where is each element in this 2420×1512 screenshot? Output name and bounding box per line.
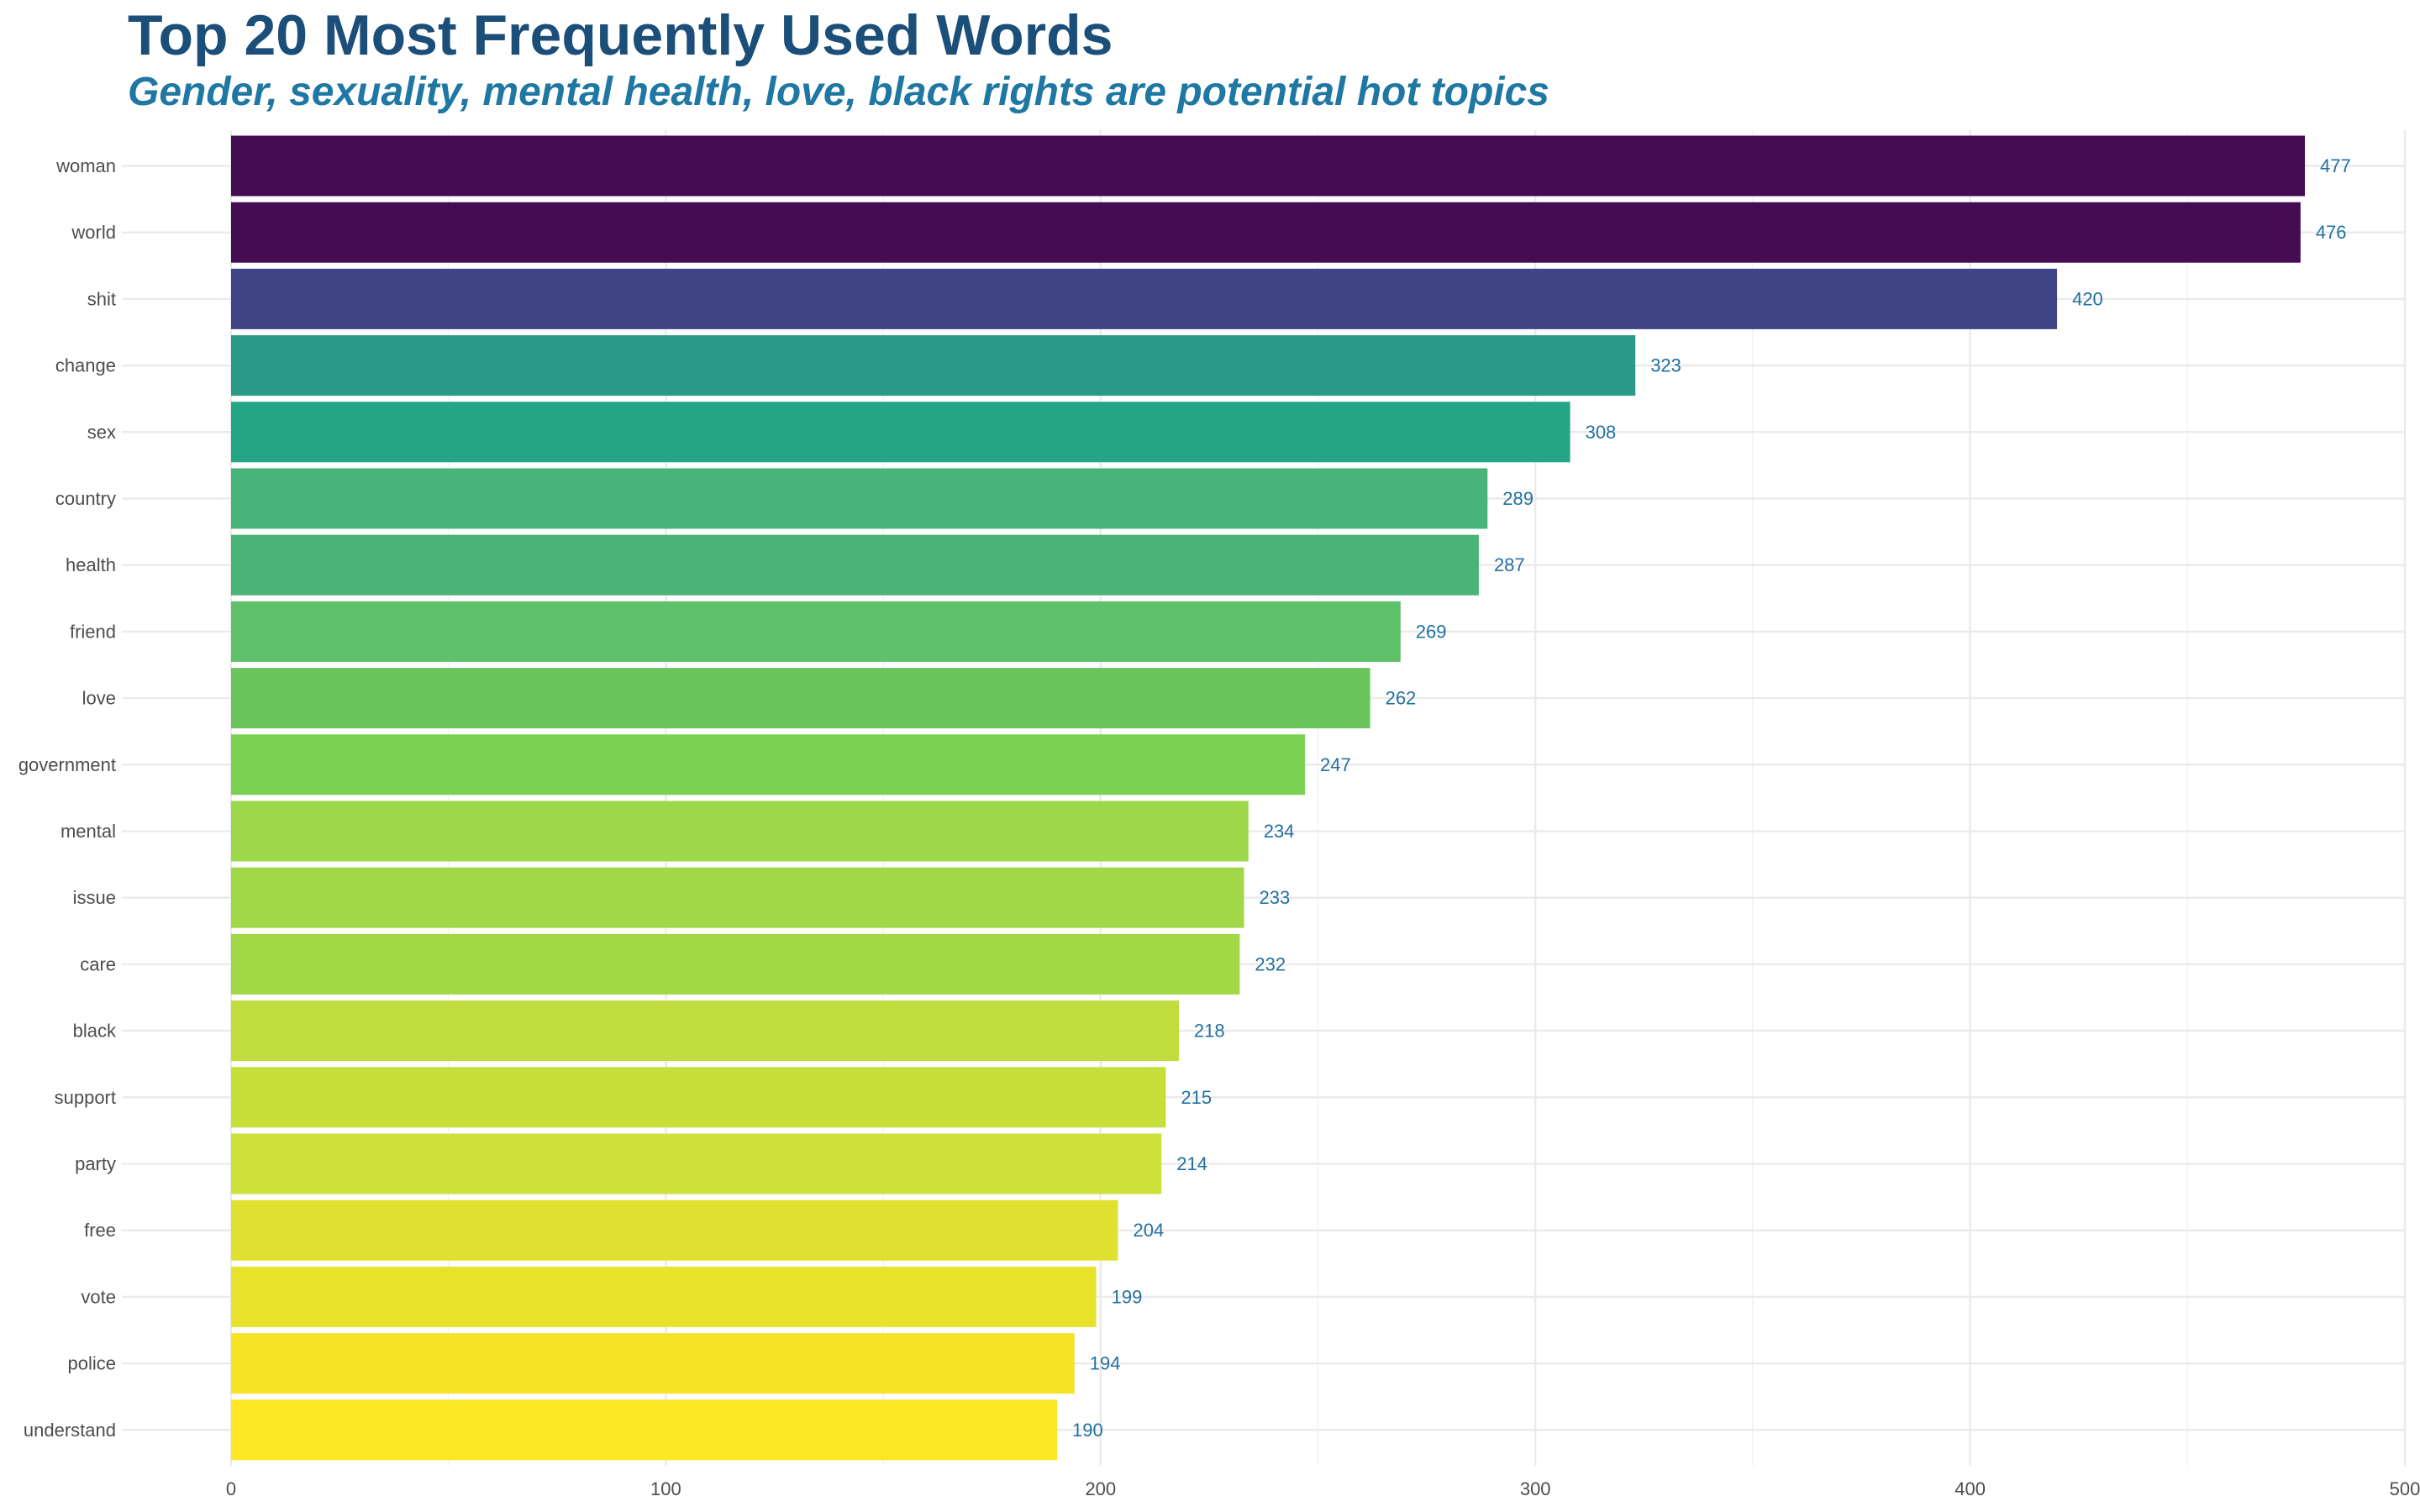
data-label-care: 232 — [1255, 953, 1286, 974]
data-label-understand: 190 — [1072, 1420, 1103, 1441]
y-tick-label-free: free — [84, 1220, 116, 1241]
y-tick-label-police: police — [68, 1353, 116, 1374]
x-axis-tick-labels: 0 100 200 300 400 500 — [226, 1478, 2420, 1499]
bar-support — [231, 1067, 1166, 1128]
data-label-world: 476 — [2316, 222, 2347, 243]
y-tick-label-change: change — [55, 355, 116, 376]
bar-issue — [231, 867, 1244, 928]
bar-mental — [231, 801, 1249, 862]
y-tick-label-sex: sex — [87, 422, 116, 443]
bar-understand — [231, 1399, 1058, 1461]
y-tick-label-love: love — [82, 688, 116, 709]
y-tick-label-woman: woman — [55, 155, 116, 176]
data-label-support: 215 — [1181, 1087, 1212, 1108]
x-tick-label-400: 400 — [1954, 1478, 1986, 1499]
bar-party — [231, 1133, 1162, 1194]
data-label-free: 204 — [1133, 1220, 1164, 1241]
x-tick-label-200: 200 — [1085, 1478, 1116, 1499]
y-tick-label-party: party — [75, 1153, 116, 1174]
data-label-shit: 420 — [2072, 288, 2103, 309]
bar-change — [231, 335, 1636, 396]
data-label-sex: 308 — [1586, 422, 1617, 443]
data-label-police: 194 — [1090, 1353, 1121, 1374]
bar-police — [231, 1333, 1075, 1394]
bar-woman — [231, 135, 2305, 197]
data-label-love: 262 — [1386, 688, 1417, 709]
x-tick-label-0: 0 — [226, 1478, 236, 1499]
chart-subtitle: Gender, sexuality, mental health, love, … — [128, 70, 1549, 114]
bar-government — [231, 734, 1305, 795]
data-label-party: 214 — [1176, 1153, 1207, 1174]
y-tick-label-shit: shit — [87, 288, 116, 309]
bar-sex — [231, 402, 1570, 463]
y-tick-label-country: country — [55, 488, 116, 509]
y-axis-tick-labels: woman world shit change sex country health frie… — [18, 155, 117, 1441]
y-tick-label-support: support — [55, 1087, 116, 1108]
bar-free — [231, 1200, 1118, 1261]
bar-world — [231, 202, 2301, 263]
data-label-issue: 233 — [1260, 887, 1291, 908]
y-tick-label-mental: mental — [60, 821, 116, 842]
data-label-woman: 477 — [2320, 155, 2351, 176]
data-label-country: 289 — [1502, 488, 1534, 509]
x-tick-label-300: 300 — [1520, 1478, 1551, 1499]
y-tick-label-government: government — [18, 754, 116, 775]
y-tick-label-care: care — [80, 953, 116, 974]
bar-vote — [231, 1266, 1097, 1327]
x-tick-label-500: 500 — [2390, 1478, 2420, 1499]
x-tick-label-100: 100 — [650, 1478, 681, 1499]
data-label-vote: 199 — [1112, 1286, 1143, 1307]
y-tick-label-understand: understand — [24, 1420, 116, 1441]
data-label-mental: 234 — [1264, 821, 1295, 842]
bar-friend — [231, 601, 1401, 662]
bar-love — [231, 668, 1370, 729]
y-tick-label-issue: issue — [73, 887, 116, 908]
bar-shit — [231, 268, 2058, 329]
bars — [231, 135, 2305, 1461]
data-label-health: 287 — [1494, 554, 1525, 575]
chart-title: Top 20 Most Frequently Used Words — [128, 3, 1113, 67]
grid-lines — [122, 130, 2407, 1466]
y-tick-label-world: world — [71, 222, 116, 243]
bar-black — [231, 1000, 1179, 1062]
bar-health — [231, 534, 1479, 596]
y-tick-label-vote: vote — [81, 1286, 116, 1307]
bar-care — [231, 933, 1240, 995]
data-labels: 477 476 420 323 308 289 287 269 262 247 234 233 232 2… — [1072, 155, 2351, 1441]
y-tick-label-black: black — [73, 1021, 117, 1042]
data-label-black: 218 — [1194, 1021, 1225, 1042]
data-label-friend: 269 — [1416, 621, 1447, 642]
data-label-change: 323 — [1650, 355, 1681, 376]
y-tick-label-friend: friend — [70, 621, 116, 642]
y-tick-label-health: health — [66, 554, 116, 575]
data-label-government: 247 — [1320, 754, 1351, 775]
bar-country — [231, 468, 1488, 529]
